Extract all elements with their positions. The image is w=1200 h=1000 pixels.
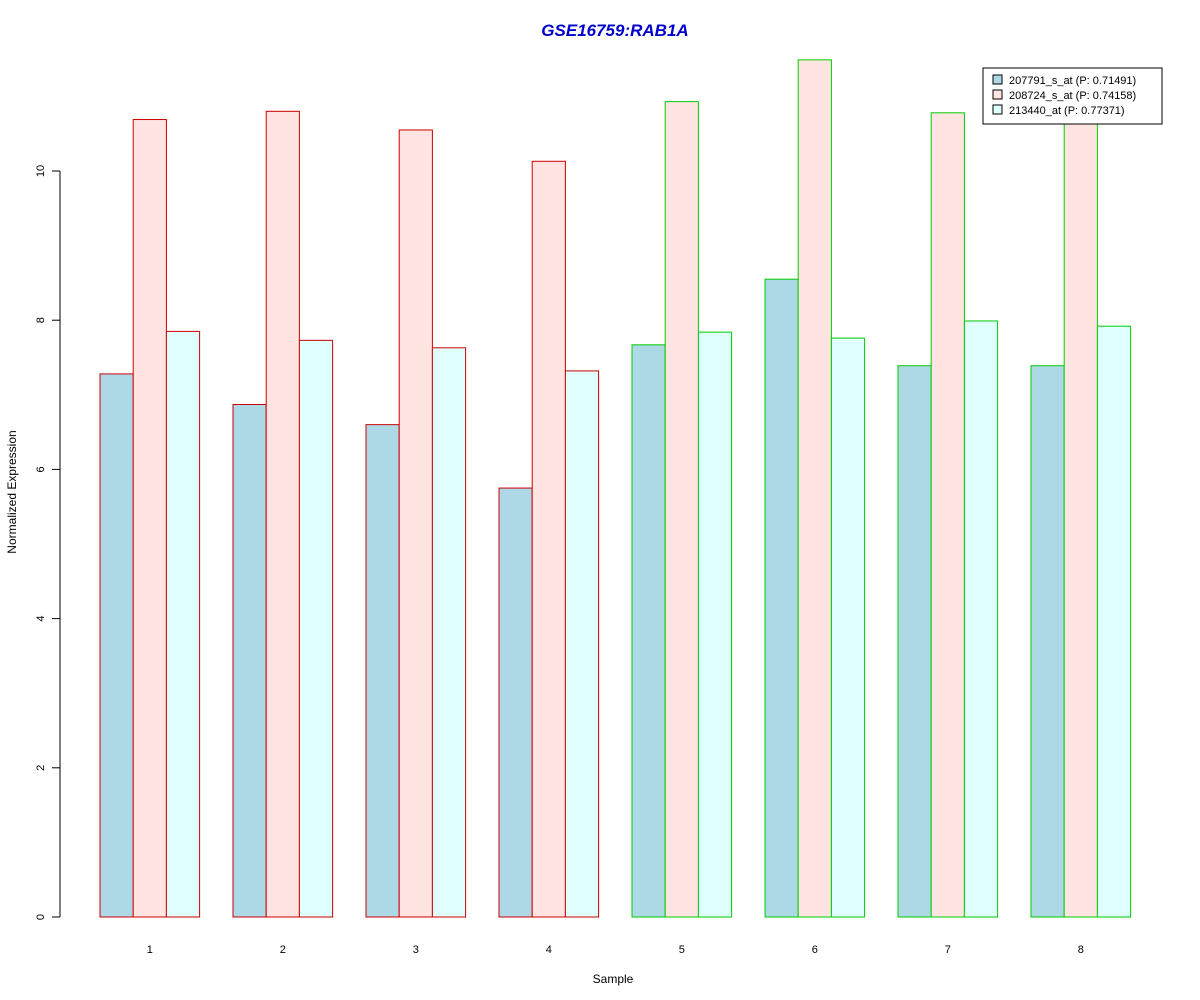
y-tick-label: 0: [35, 914, 47, 920]
y-axis-label: Normalized Expression: [5, 430, 19, 553]
legend-entry: 213440_at (P: 0.77371): [1009, 105, 1125, 117]
bar: [830, 337, 866, 918]
legend-swatch: [992, 89, 1003, 100]
x-tick-label: 5: [679, 944, 685, 956]
y-tick-label: 10: [35, 165, 47, 177]
bar: [897, 365, 932, 918]
x-tick-label: 3: [413, 944, 419, 956]
bar: [1063, 118, 1098, 918]
bar: [631, 344, 666, 918]
bar: [398, 129, 433, 918]
bar: [232, 403, 267, 918]
chart-title: GSE16759:RAB1A: [541, 21, 688, 40]
bar: [265, 110, 300, 918]
bar: [930, 112, 965, 918]
bar: [1096, 325, 1132, 918]
legend-entry: 208724_s_at (P: 0.74158): [1009, 90, 1136, 102]
y-tick-label: 8: [35, 317, 47, 323]
legend-swatch: [992, 74, 1003, 85]
x-tick-label: 4: [546, 944, 552, 956]
bar: [165, 330, 201, 918]
bar: [797, 59, 832, 918]
bar: [697, 331, 733, 918]
y-axis: 0 2 4 6 8 10: [35, 165, 61, 920]
x-tick-label: 7: [945, 944, 951, 956]
x-tick-label: 1: [147, 944, 153, 956]
x-tick-label: 6: [812, 944, 818, 956]
x-tick-label: 8: [1078, 944, 1084, 956]
x-tick-label: 2: [280, 944, 286, 956]
bar: [564, 370, 600, 918]
bar: [298, 339, 334, 918]
legend-swatch: [992, 104, 1003, 115]
x-axis-label: Sample: [593, 972, 634, 986]
legend-entry: 207791_s_at (P: 0.71491): [1009, 75, 1136, 87]
bar: [431, 347, 467, 918]
y-tick-label: 6: [35, 466, 47, 472]
bar: [99, 373, 134, 918]
bar: [664, 101, 699, 918]
x-axis-tick-labels: 1 2 3 4 5 6 7 8: [147, 944, 1084, 956]
bar: [132, 119, 167, 918]
bar: [531, 160, 566, 918]
bar: [1030, 365, 1065, 918]
bar: [764, 278, 799, 918]
bars: [99, 59, 1132, 918]
legend: 207791_s_at (P: 0.71491) 208724_s_at (P: …: [982, 67, 1163, 125]
bar: [365, 424, 400, 918]
bar: [963, 320, 999, 918]
y-tick-label: 2: [35, 765, 47, 771]
bar: [498, 487, 533, 918]
legend-box: [982, 67, 1163, 125]
y-tick-label: 4: [35, 616, 47, 622]
